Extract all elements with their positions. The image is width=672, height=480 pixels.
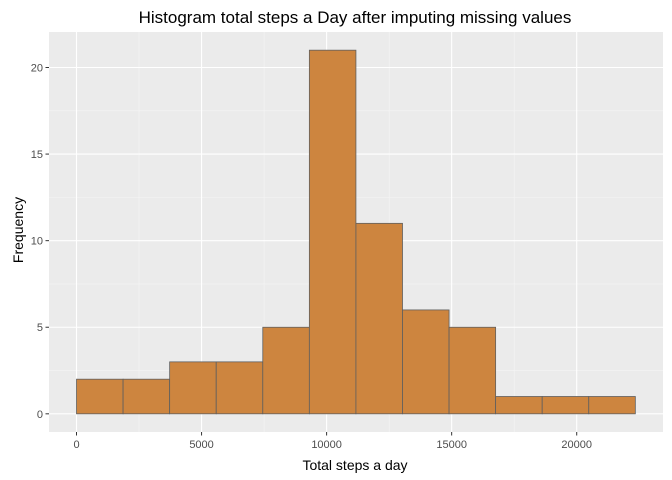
histogram-bar bbox=[448, 326, 497, 415]
histogram-bar bbox=[215, 361, 264, 415]
histogram-bar bbox=[495, 396, 543, 415]
histogram-bar bbox=[402, 309, 450, 415]
histogram-bar bbox=[76, 378, 124, 415]
x-tick-label: 20000 bbox=[561, 439, 592, 451]
y-tick-label: 10 bbox=[31, 236, 43, 248]
y-axis-title: Frequency bbox=[10, 197, 26, 263]
histogram-bar bbox=[588, 396, 636, 415]
x-tick-label: 5000 bbox=[189, 439, 213, 451]
x-axis: 0 5000 10000 15000 20000 bbox=[73, 432, 592, 451]
y-tick-label: 20 bbox=[31, 62, 43, 74]
histogram-bar bbox=[308, 49, 357, 415]
x-tick-label: 10000 bbox=[311, 439, 342, 451]
x-axis-title: Total steps a day bbox=[302, 457, 407, 473]
chart-title: Histogram total steps a Day after imputi… bbox=[139, 8, 572, 27]
y-axis: 0 5 10 15 20 bbox=[31, 62, 49, 421]
histogram-bar bbox=[122, 378, 171, 415]
bars bbox=[76, 49, 636, 415]
y-tick-label: 15 bbox=[31, 149, 43, 161]
x-tick-label: 15000 bbox=[436, 439, 467, 451]
histogram-bar bbox=[355, 222, 403, 415]
x-tick-label: 0 bbox=[73, 439, 79, 451]
histogram-bar bbox=[169, 361, 217, 415]
y-tick-label: 5 bbox=[37, 322, 43, 334]
histogram-bar bbox=[541, 396, 590, 415]
histogram-bar bbox=[262, 326, 310, 415]
y-tick-label: 0 bbox=[37, 409, 43, 421]
